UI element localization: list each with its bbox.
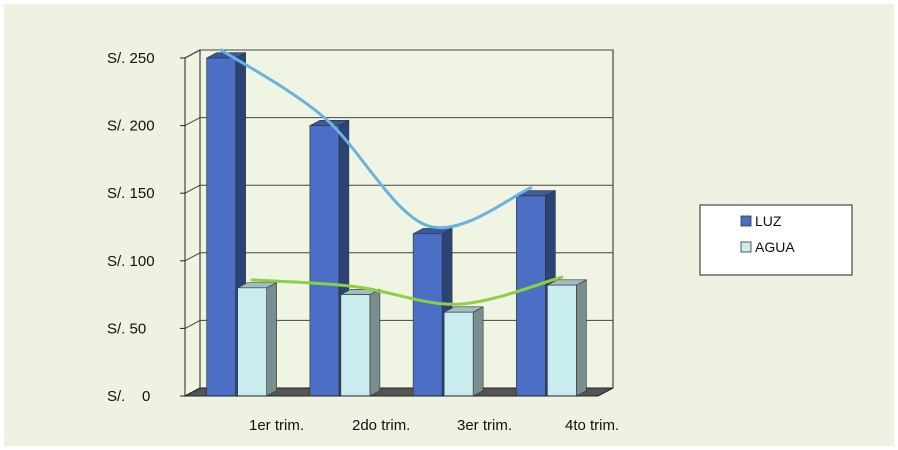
gridline-side xyxy=(184,184,201,194)
x-tick-label: 4to trim. xyxy=(565,417,619,434)
x-tick-label: 1er trim. xyxy=(249,417,304,434)
trendline-luz xyxy=(219,48,533,230)
bar-luz-3 xyxy=(412,227,453,397)
legend-label-agua: AGUA xyxy=(755,239,795,255)
x-tick-label: 3er trim. xyxy=(457,417,512,434)
y-tick-label: S/. 50 xyxy=(107,320,146,337)
y-tick-label: S/. 150 xyxy=(107,185,155,202)
gridline-side xyxy=(184,319,201,329)
y-tick-label: S/. 250 xyxy=(107,50,155,67)
gridline-side xyxy=(184,117,201,127)
trendline-agua xyxy=(250,275,564,306)
plot-side-wall xyxy=(184,49,201,397)
x-axis-labels: 1er trim. 2do trim. 3er trim. 4to trim. xyxy=(249,417,619,434)
legend: LUZ AGUA xyxy=(699,204,853,276)
legend-label-luz: LUZ xyxy=(755,213,782,229)
bar-agua-4 xyxy=(547,279,587,397)
x-tick-label: 2do trim. xyxy=(352,417,410,434)
legend-swatch-agua xyxy=(740,241,752,253)
gridline-side xyxy=(184,252,201,262)
legend-box xyxy=(699,204,853,276)
y-tick-label: S/. 200 xyxy=(107,118,155,135)
bar-agua-2 xyxy=(340,288,381,397)
trendlines xyxy=(219,48,564,306)
bars xyxy=(206,52,587,397)
bar-agua-1 xyxy=(237,282,277,397)
gridline-side xyxy=(184,49,201,59)
legend-swatch-luz xyxy=(740,215,752,227)
y-tick-label: S/. 0 xyxy=(107,388,150,405)
y-axis-labels: S/. 0 S/. 50 S/. 100 S/. 150 S/. 200 S/. 250 xyxy=(107,50,155,405)
y-tick-label: S/. 100 xyxy=(107,253,155,270)
bar-agua-3 xyxy=(443,306,484,397)
